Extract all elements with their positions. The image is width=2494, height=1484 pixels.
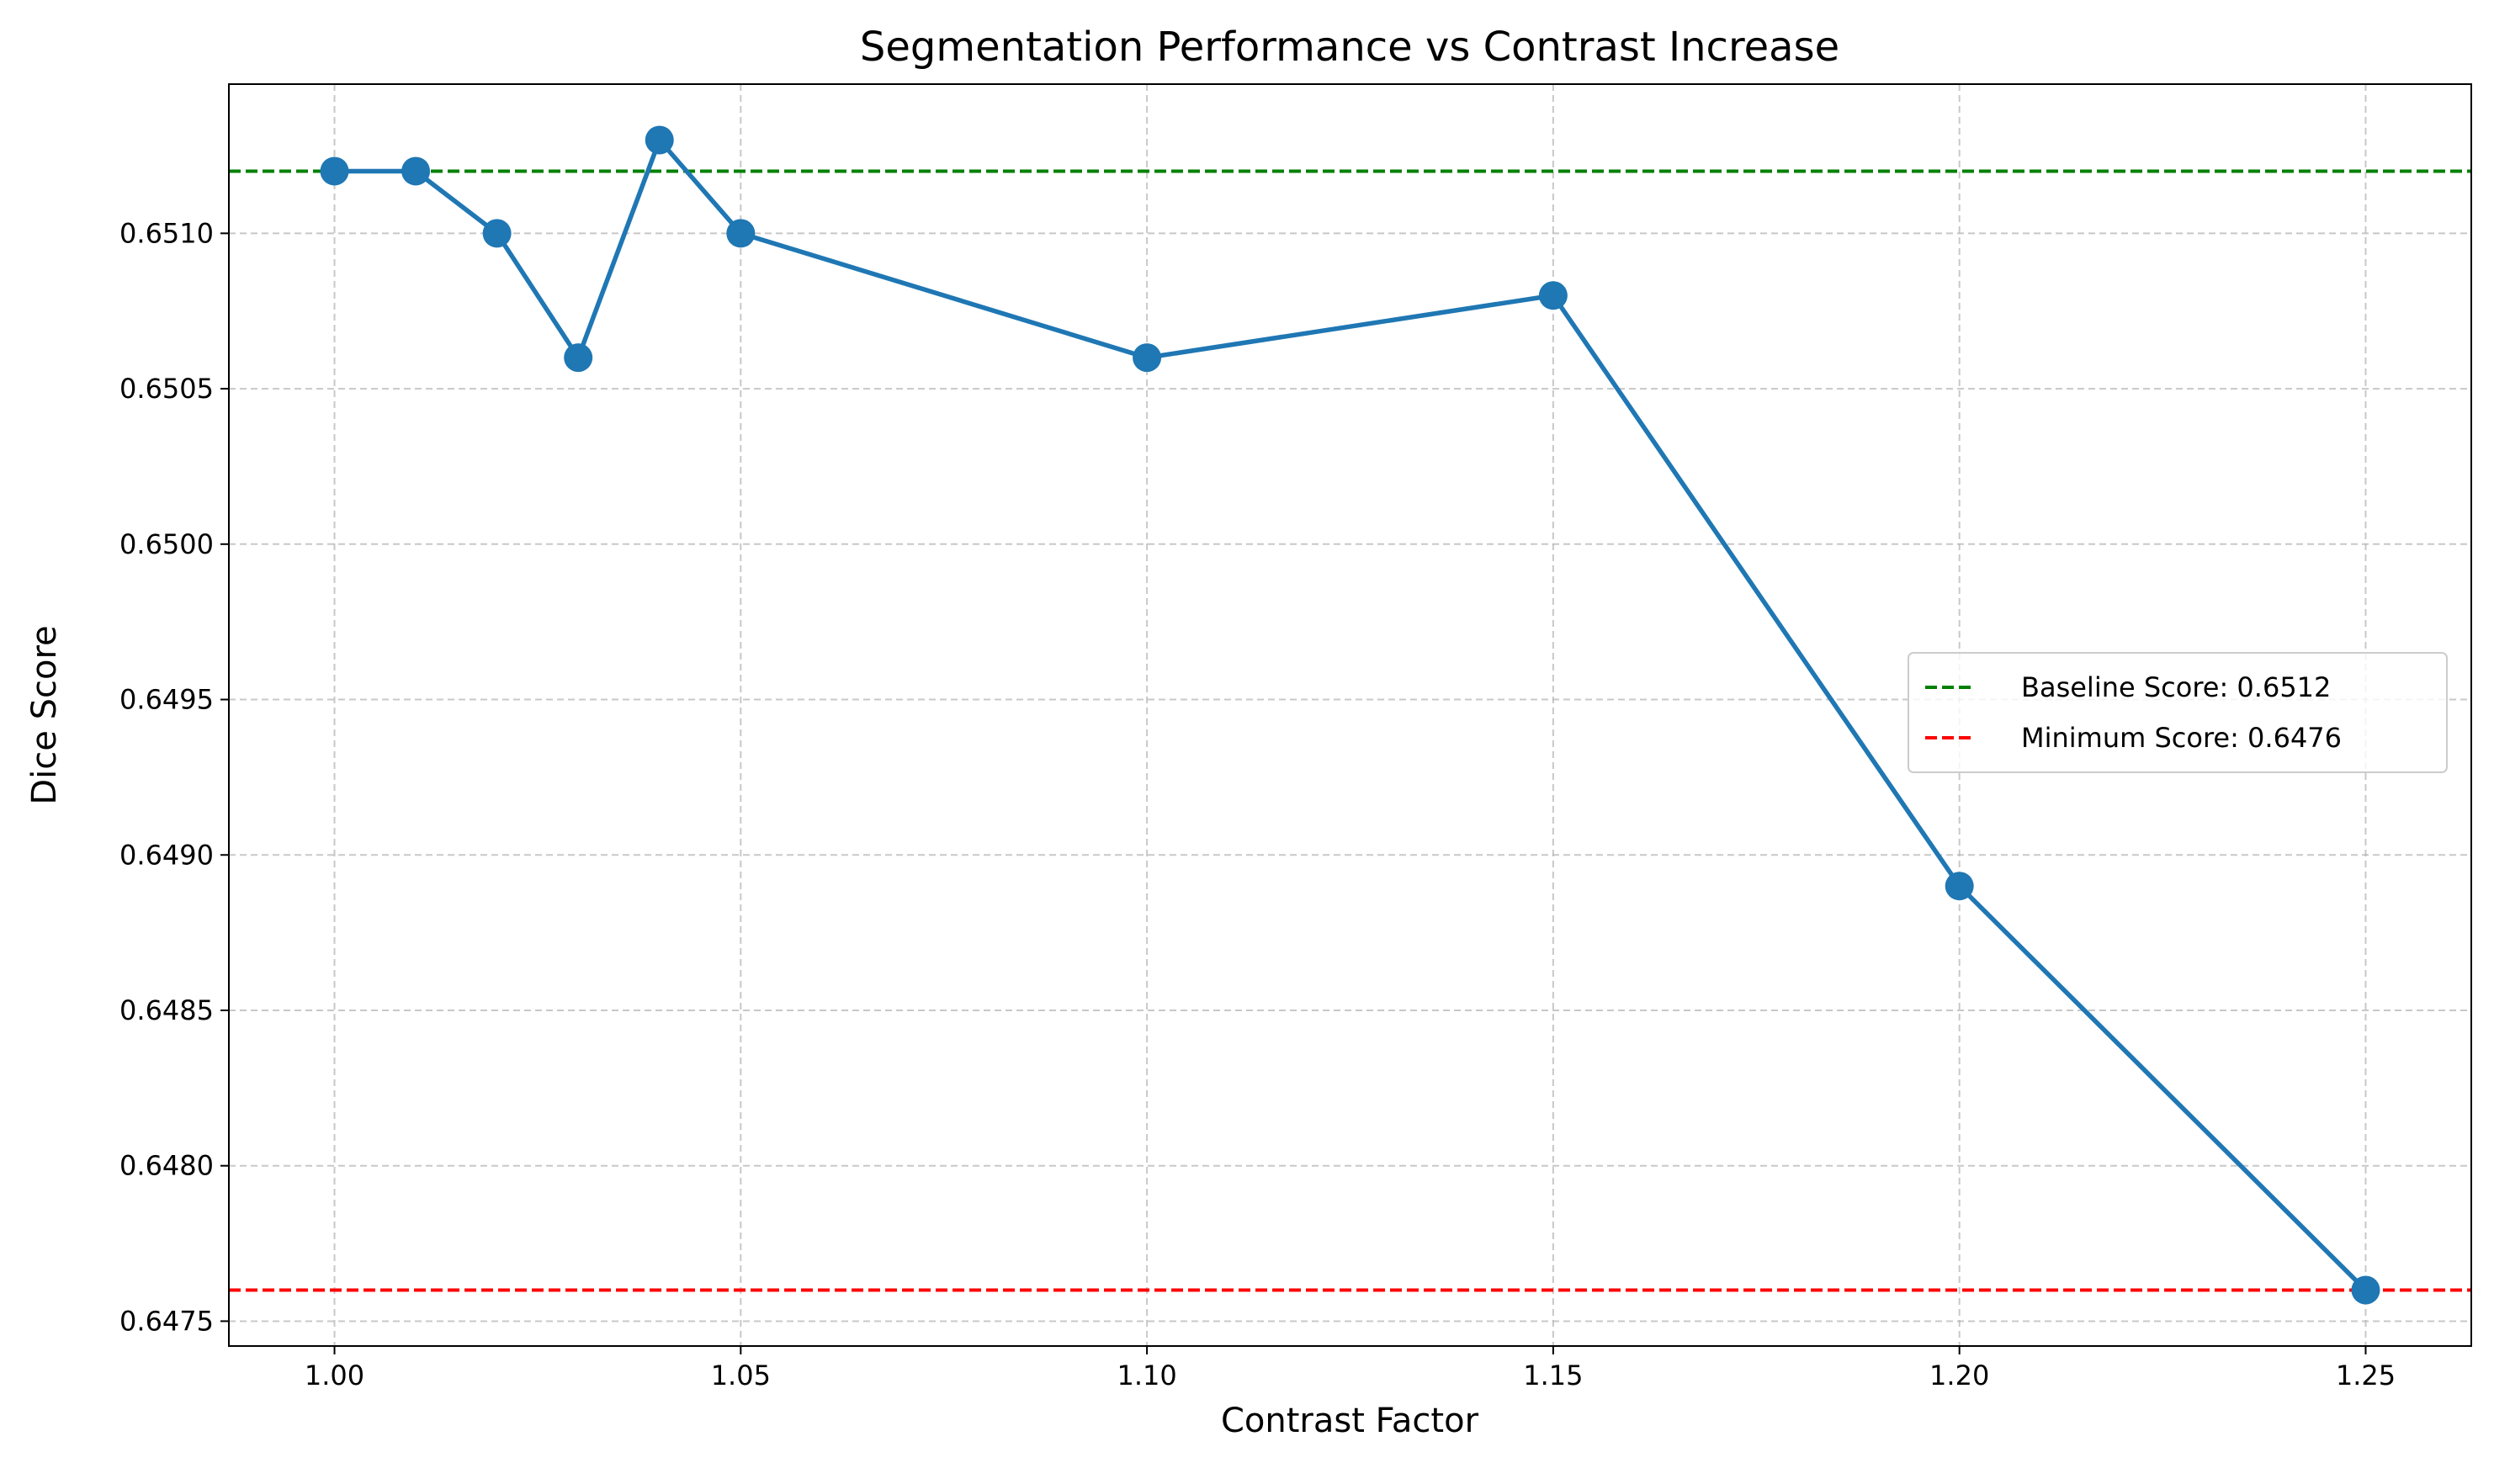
data-point — [482, 219, 512, 248]
data-point — [1133, 343, 1162, 373]
y-tick-label: 0.6490 — [119, 839, 214, 871]
x-tick-label: 1.00 — [305, 1359, 364, 1391]
legend-box — [1908, 652, 2448, 773]
data-point — [1538, 281, 1568, 310]
x-tick-label: 1.25 — [2336, 1359, 2396, 1391]
series-line — [332, 137, 2369, 1293]
y-tick-label: 0.6475 — [119, 1305, 214, 1337]
data-point — [401, 156, 431, 186]
reference-lines — [229, 169, 2471, 1292]
x-tick-label: 1.15 — [1523, 1359, 1583, 1391]
data-point — [564, 343, 593, 373]
plot-frame — [228, 83, 2472, 1347]
data-point — [320, 156, 349, 186]
legend-label-minimum: Minimum Score: 0.6476 — [2021, 722, 2342, 754]
x-tick-label: 1.10 — [1117, 1359, 1176, 1391]
data-point — [1945, 872, 1974, 901]
y-axis-ticks: 0.6475 0.6480 0.6485 0.6490 0.6495 0.6500 0.65… — [119, 217, 229, 1337]
y-tick-label: 0.6510 — [119, 217, 214, 249]
legend: Baseline Score: 0.6512 Minimum Score: 0.… — [1908, 652, 2448, 773]
y-tick-label: 0.6495 — [119, 684, 214, 716]
y-tick-label: 0.6485 — [119, 994, 214, 1026]
y-tick-label: 0.6500 — [119, 528, 214, 560]
chart-title: Segmentation Performance vs Contrast Inc… — [860, 24, 1839, 71]
x-tick-label: 1.05 — [711, 1359, 771, 1391]
series-layer — [320, 125, 2380, 1305]
data-point — [2351, 1275, 2380, 1305]
x-tick-label: 1.20 — [1929, 1359, 1989, 1391]
data-point — [726, 219, 756, 248]
legend-label-baseline: Baseline Score: 0.6512 — [2021, 671, 2331, 703]
x-axis-label: Contrast Factor — [1221, 1402, 1479, 1440]
y-tick-label: 0.6480 — [119, 1150, 214, 1182]
y-axis-label: Dice Score — [25, 625, 64, 804]
y-tick-label: 0.6505 — [119, 373, 214, 405]
data-point — [645, 125, 674, 155]
x-axis-ticks: 1.00 1.05 1.10 1.15 1.20 1.25 — [305, 1346, 2396, 1391]
grid-lines — [229, 84, 2471, 1346]
